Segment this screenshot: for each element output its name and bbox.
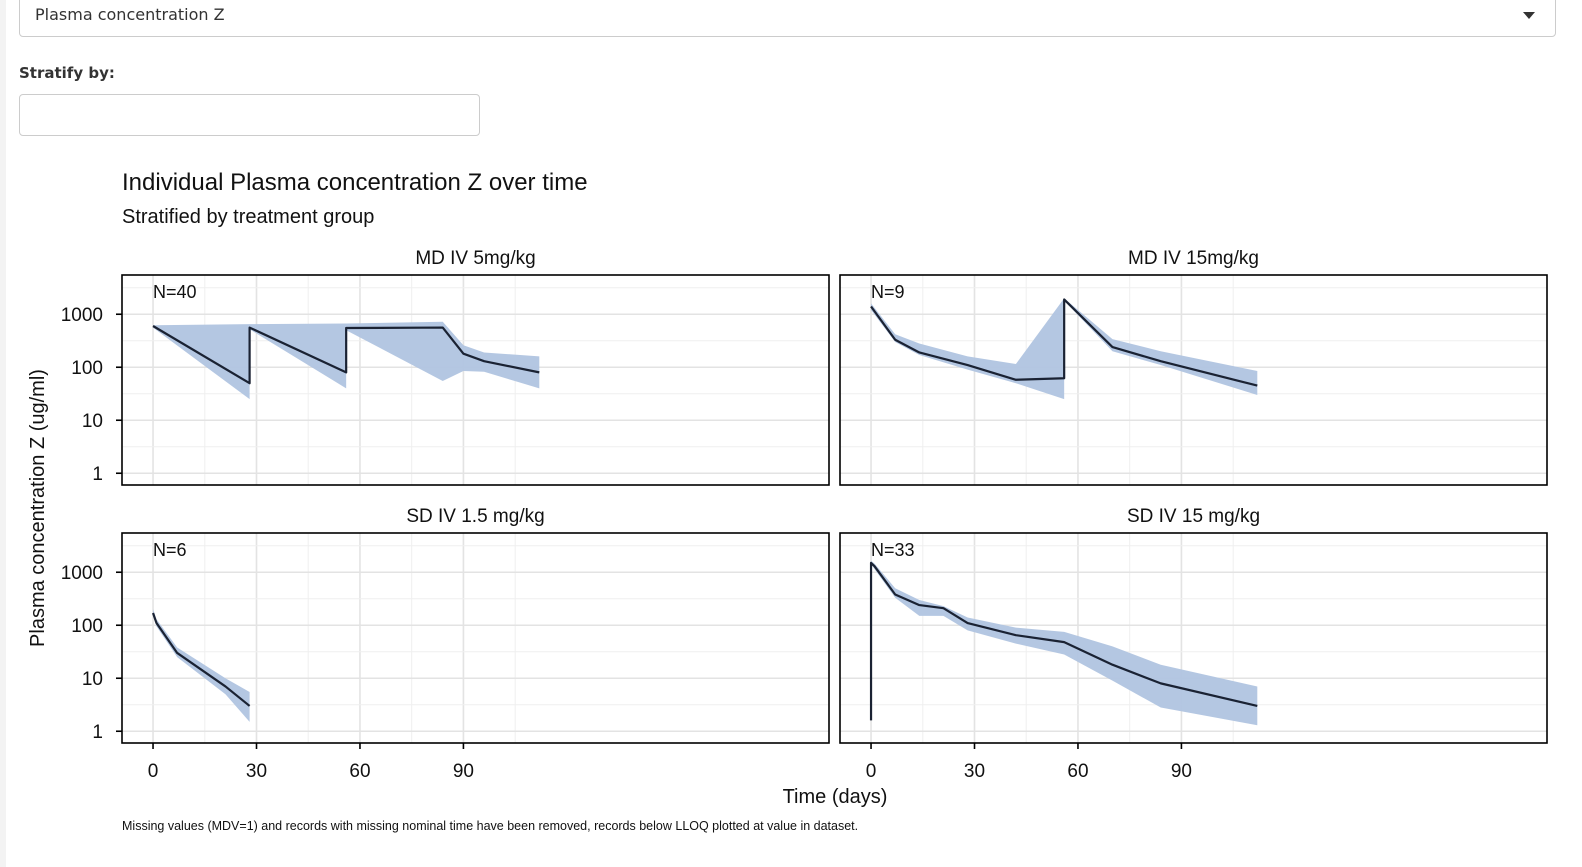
stratify-label: Stratify by: bbox=[19, 64, 115, 82]
x-tick-label: 60 bbox=[1067, 761, 1088, 782]
chart-caption: Missing values (MDV=1) and records with … bbox=[122, 819, 858, 833]
stratify-input[interactable] bbox=[19, 94, 480, 136]
chart-subtitle: Stratified by treatment group bbox=[122, 206, 374, 228]
y-tick-label: 1 bbox=[92, 464, 103, 485]
x-tick-label: 90 bbox=[453, 761, 474, 782]
median-line bbox=[869, 561, 1258, 721]
x-tick-label: 30 bbox=[964, 761, 985, 782]
x-tick-label: 90 bbox=[1171, 761, 1192, 782]
facet-title: MD IV 15mg/kg bbox=[1128, 248, 1259, 269]
y-axis-label: Plasma concentration Z (ug/ml) bbox=[27, 369, 49, 647]
panel-frame bbox=[839, 532, 1548, 744]
variable-select[interactable]: Plasma concentration Z bbox=[19, 0, 1556, 37]
facet-title: SD IV 15 mg/kg bbox=[1127, 506, 1260, 527]
chevron-down-icon[interactable] bbox=[1523, 12, 1535, 19]
panel-frame bbox=[121, 274, 830, 486]
confidence-band bbox=[153, 609, 250, 722]
concentration-time-chart: Individual Plasma concentration Z over t… bbox=[27, 169, 1548, 833]
facet-panel: MD IV 15mg/kg N=9 bbox=[839, 248, 1548, 486]
n-label: N=9 bbox=[871, 282, 905, 302]
facet-title: SD IV 1.5 mg/kg bbox=[406, 506, 544, 527]
median-line bbox=[152, 325, 540, 385]
facet-title: MD IV 5mg/kg bbox=[415, 248, 535, 269]
chart-title: Individual Plasma concentration Z over t… bbox=[122, 169, 588, 196]
x-tick-label: 0 bbox=[148, 761, 159, 782]
panel-frame bbox=[121, 532, 830, 744]
left-sidebar-edge bbox=[0, 0, 6, 867]
y-tick-label: 100 bbox=[71, 616, 103, 637]
facet-panel: MD IV 5mg/kg N=40 1 10 100 1000 bbox=[61, 248, 830, 486]
y-tick-label: 10 bbox=[82, 411, 103, 432]
y-tick-label: 10 bbox=[82, 669, 103, 690]
x-tick-label: 60 bbox=[349, 761, 370, 782]
x-tick-label: 0 bbox=[866, 761, 877, 782]
x-tick-label: 30 bbox=[246, 761, 267, 782]
n-label: N=40 bbox=[153, 282, 197, 302]
median-line bbox=[870, 298, 1258, 387]
median-line bbox=[151, 612, 251, 707]
x-axis-label: Time (days) bbox=[783, 786, 888, 808]
panel-frame bbox=[839, 274, 1548, 486]
n-label: N=33 bbox=[871, 540, 915, 560]
facet-panel: SD IV 15 mg/kg N=33 0 30 60 90 bbox=[839, 506, 1548, 782]
y-tick-label: 100 bbox=[71, 358, 103, 379]
y-tick-label: 1 bbox=[92, 722, 103, 743]
n-label: N=6 bbox=[153, 540, 187, 560]
y-tick-label: 1000 bbox=[61, 305, 103, 326]
facet-panel: SD IV 1.5 mg/kg N=6 1 10 100 1000 0 30 60 90 bbox=[61, 506, 830, 782]
variable-select-value: Plasma concentration Z bbox=[35, 5, 225, 24]
y-tick-label: 1000 bbox=[61, 563, 103, 584]
